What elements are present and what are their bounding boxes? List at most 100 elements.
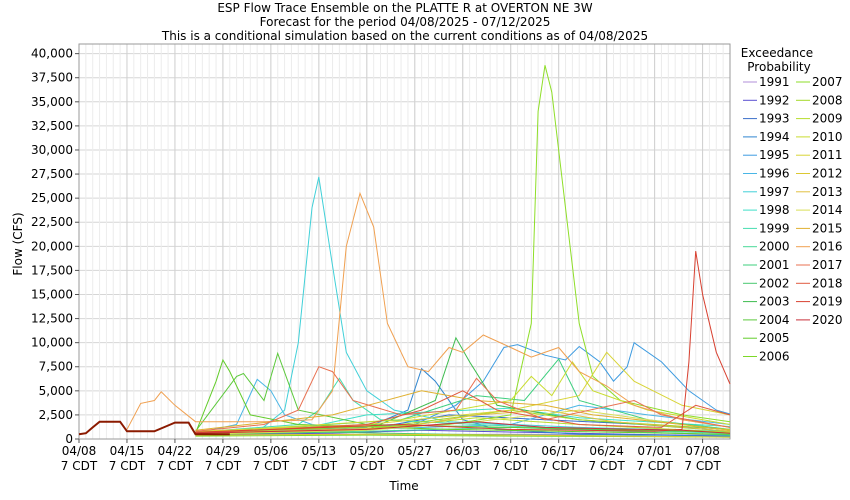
legend-label-2009: 2009 [812,112,843,126]
x-tick-date: 05/27 [397,444,432,458]
trace-line-2019 [195,251,731,433]
trace-line-1994 [195,367,731,437]
x-tick-time: 7 CDT [157,459,194,473]
legend-label-1999: 1999 [759,221,790,235]
x-tick-time: 7 CDT [349,459,386,473]
trace-line-2018 [195,390,731,434]
x-tick-time: 7 CDT [61,459,98,473]
x-tick-time: 7 CDT [109,459,146,473]
legend-label-2007: 2007 [812,75,843,89]
legend-label-2006: 2006 [759,350,790,364]
legend-title-line-1: Exceedance [741,46,813,60]
y-tick-label: 17,500 [31,263,73,277]
trace-line-2001 [195,358,731,434]
legend-label-1998: 1998 [759,203,790,217]
y-axis-label: Flow (CFS) [11,212,25,275]
y-tick-label: 5,000 [39,384,73,398]
trace-line-1997 [195,176,731,435]
x-tick-time: 7 CDT [253,459,290,473]
trace-line-2016 [126,191,731,430]
trace-line-2011 [195,351,731,432]
legend-label-1994: 1994 [759,130,790,144]
y-axis: 0 2,500 5,000 7,500 10,000 12,500 15,000 17,500… [31,47,79,446]
legend-label-2008: 2008 [812,93,843,107]
trace-line-2004 [195,351,731,433]
series-layer [126,65,731,438]
legend-title-line-2: Probability [747,60,810,74]
legend-label-1997: 1997 [759,185,790,199]
y-tick-label: 35,000 [31,95,73,109]
x-tick-time: 7 CDT [205,459,242,473]
chart-subtitle-2: This is a conditional simulation based o… [161,29,648,43]
x-tick-time: 7 CDT [301,459,338,473]
trace-line-2017 [195,366,731,432]
legend-label-2017: 2017 [812,258,843,272]
y-tick-label: 40,000 [31,47,73,61]
y-tick-label: 0 [65,432,73,446]
x-tick-date: 05/06 [254,444,289,458]
x-tick-date: 04/22 [158,444,193,458]
y-tick-label: 12,500 [31,312,73,326]
legend-label-1995: 1995 [759,148,790,162]
legend-label-1992: 1992 [759,93,790,107]
y-tick-label: 30,000 [31,143,73,157]
x-tick-date: 04/15 [110,444,145,458]
y-tick-label: 37,500 [31,71,73,85]
y-tick-label: 15,000 [31,287,73,301]
legend-label-2015: 2015 [812,221,843,235]
x-tick-time: 7 CDT [684,459,721,473]
x-tick-time: 7 CDT [540,459,577,473]
legend-label-2019: 2019 [812,295,843,309]
y-tick-label: 27,500 [31,167,73,181]
chart-title: ESP Flow Trace Ensemble on the PLATTE R … [217,1,592,15]
legend-label-2000: 2000 [759,240,790,254]
legend-label-2004: 2004 [759,313,790,327]
legend-label-2018: 2018 [812,276,843,290]
legend-label-2002: 2002 [759,276,790,290]
x-tick-date: 07/08 [685,444,720,458]
y-tick-label: 2,500 [39,408,73,422]
x-tick-date: 06/10 [493,444,528,458]
legend-label-2020: 2020 [812,313,843,327]
x-tick-time: 7 CDT [588,459,625,473]
observed-layer [78,420,230,436]
trace-line-2015 [195,390,731,431]
y-tick-label: 7,500 [39,360,73,374]
x-tick-date: 07/01 [637,444,672,458]
x-tick-date: 06/24 [589,444,624,458]
legend-label-1991: 1991 [759,75,790,89]
y-tick-label: 25,000 [31,191,73,205]
legend-label-2013: 2013 [812,185,843,199]
trace-line-2012 [195,433,731,438]
trace-line-2020 [195,421,731,434]
legend-label-2012: 2012 [812,167,843,181]
legend-label-1996: 1996 [759,167,790,181]
x-tick-date: 04/29 [206,444,241,458]
x-tick-time: 7 CDT [397,459,434,473]
legend-label-2011: 2011 [812,148,843,162]
trace-line-2005 [195,358,731,435]
plot-area-border [78,43,731,440]
trace-line-1995 [195,341,731,434]
y-tick-label: 32,500 [31,119,73,133]
x-axis-label: Time [388,479,418,493]
trace-line-2010 [195,360,731,433]
x-tick-date: 05/20 [350,444,385,458]
y-tick-label: 10,000 [31,336,73,350]
x-tick-date: 05/13 [302,444,337,458]
x-tick-time: 7 CDT [493,459,530,473]
legend: Exceedance Probability 1991 1992 1993 1994 1… [741,46,843,364]
x-tick-date: 04/08 [62,444,97,458]
grid-lines [78,44,731,440]
observed-line [78,420,230,436]
legend-label-2014: 2014 [812,203,843,217]
legend-label-2001: 2001 [759,258,790,272]
legend-label-2005: 2005 [759,331,790,345]
x-tick-time: 7 CDT [636,459,673,473]
y-tick-label: 20,000 [31,239,73,253]
legend-label-1993: 1993 [759,112,790,126]
legend-label-2010: 2010 [812,130,843,144]
legend-label-2016: 2016 [812,240,843,254]
